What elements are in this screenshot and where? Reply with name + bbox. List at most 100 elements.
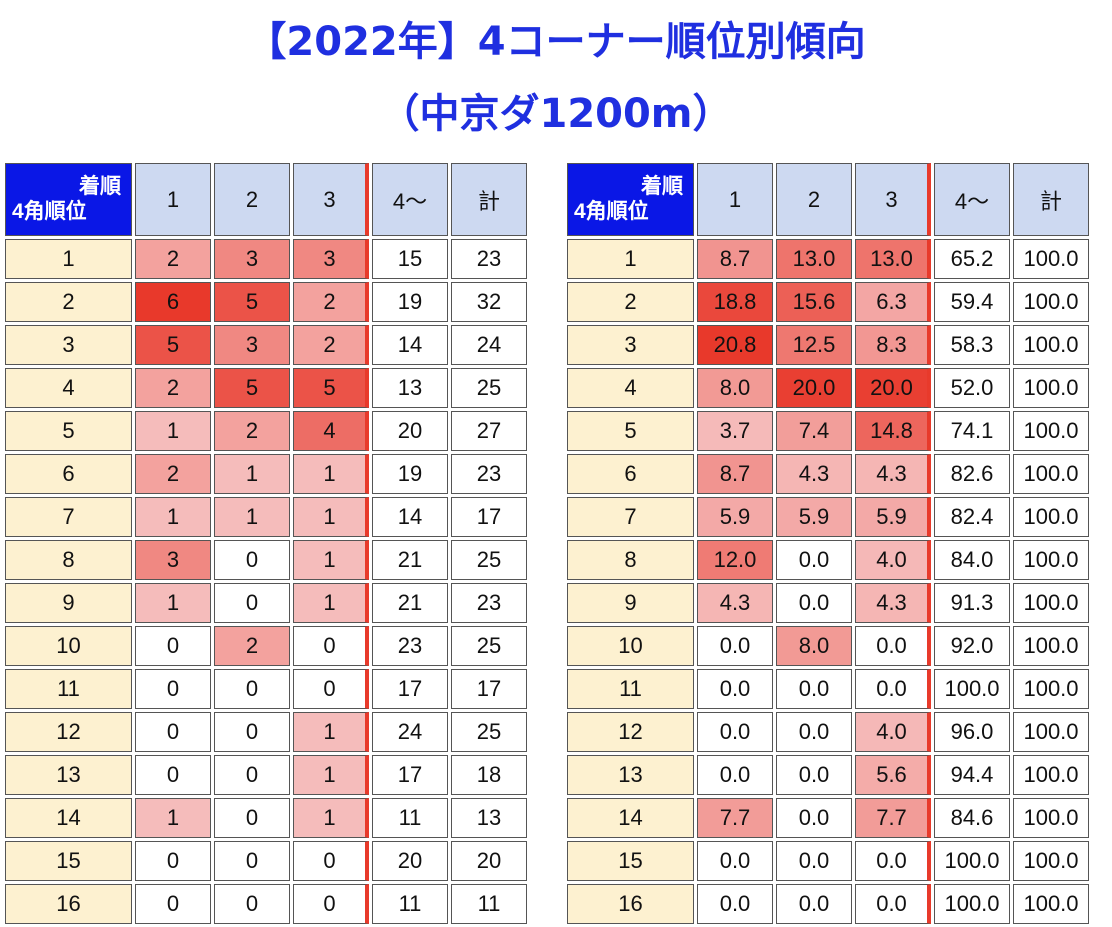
heat-cell: 0.0: [855, 669, 931, 709]
row-label: 6: [5, 454, 132, 494]
table-row: 3 5 3 2 14 24: [5, 325, 527, 365]
table-row: 5 1 2 4 20 27: [5, 411, 527, 451]
row-label: 7: [567, 497, 694, 537]
percentage-table: 着順 4角順位 1 2 3 4〜計 1 8.7 13.0 13.0 65.2 100.0 2 18.8 1…: [564, 160, 1092, 927]
table-cell: 11: [372, 798, 448, 838]
column-header: 4〜: [934, 163, 1010, 236]
heat-cell: 0.0: [697, 841, 773, 881]
heat-cell: 1: [293, 540, 369, 580]
heat-cell: 0.0: [855, 626, 931, 666]
heat-cell: 0: [214, 583, 290, 623]
table-row: 16 0 0 0 11 11: [5, 884, 527, 924]
row-label: 16: [5, 884, 132, 924]
table-cell: 13: [372, 368, 448, 408]
column-header: 3: [293, 163, 369, 236]
table-cell: 100.0: [934, 669, 1010, 709]
table-cell: 100.0: [934, 841, 1010, 881]
heat-cell: 20.8: [697, 325, 773, 365]
heat-cell: 3: [135, 540, 211, 580]
corner-header: 着順 4角順位: [5, 163, 132, 236]
table-cell: 24: [372, 712, 448, 752]
table-cell: 91.3: [934, 583, 1010, 623]
heat-cell: 4.3: [855, 454, 931, 494]
table-cell: 24: [451, 325, 527, 365]
table-cell: 100.0: [1013, 368, 1089, 408]
heat-cell: 0.0: [697, 626, 773, 666]
table-row: 1 8.7 13.0 13.0 65.2 100.0: [567, 239, 1089, 279]
heat-cell: 4.3: [855, 583, 931, 623]
table-cell: 100.0: [1013, 841, 1089, 881]
row-label: 11: [567, 669, 694, 709]
table-row: 14 7.7 0.0 7.7 84.6 100.0: [567, 798, 1089, 838]
table-cell: 100.0: [1013, 712, 1089, 752]
heat-cell: 3.7: [697, 411, 773, 451]
heat-cell: 12.5: [776, 325, 852, 365]
table-row: 15 0.0 0.0 0.0 100.0 100.0: [567, 841, 1089, 881]
heat-cell: 5: [214, 368, 290, 408]
heat-cell: 0.0: [776, 540, 852, 580]
table-cell: 59.4: [934, 282, 1010, 322]
row-label: 8: [5, 540, 132, 580]
table-cell: 84.6: [934, 798, 1010, 838]
heat-cell: 0.0: [776, 583, 852, 623]
heat-cell: 1: [293, 497, 369, 537]
row-label: 8: [567, 540, 694, 580]
corner-header-finish: 着順: [641, 175, 683, 199]
heat-cell: 5: [135, 325, 211, 365]
table-cell: 92.0: [934, 626, 1010, 666]
heat-cell: 1: [293, 583, 369, 623]
heat-cell: 0.0: [697, 669, 773, 709]
heat-cell: 2: [135, 368, 211, 408]
table-cell: 82.4: [934, 497, 1010, 537]
heat-cell: 2: [293, 282, 369, 322]
heat-cell: 12.0: [697, 540, 773, 580]
heat-cell: 1: [135, 798, 211, 838]
heat-cell: 20.0: [776, 368, 852, 408]
table-cell: 27: [451, 411, 527, 451]
table-cell: 100.0: [1013, 282, 1089, 322]
table-row: 10 0.0 8.0 0.0 92.0 100.0: [567, 626, 1089, 666]
heat-cell: 5.6: [855, 755, 931, 795]
column-header: 計: [451, 163, 527, 236]
heat-cell: 4.3: [776, 454, 852, 494]
heat-cell: 0: [135, 669, 211, 709]
table-row: 8 3 0 1 21 25: [5, 540, 527, 580]
heat-cell: 8.3: [855, 325, 931, 365]
table-row: 2 6 5 2 19 32: [5, 282, 527, 322]
row-label: 5: [5, 411, 132, 451]
heat-cell: 5: [214, 282, 290, 322]
heat-cell: 3: [293, 239, 369, 279]
row-label: 5: [567, 411, 694, 451]
row-label: 15: [5, 841, 132, 881]
heat-cell: 13.0: [776, 239, 852, 279]
corner-header-finish: 着順: [79, 175, 121, 199]
heat-cell: 0: [135, 841, 211, 881]
table-row: 9 4.3 0.0 4.3 91.3 100.0: [567, 583, 1089, 623]
table-cell: 13: [451, 798, 527, 838]
table-cell: 100.0: [1013, 497, 1089, 537]
table-cell: 25: [451, 540, 527, 580]
corner-header-position: 4角順位: [574, 199, 649, 223]
heat-cell: 2: [214, 411, 290, 451]
table-cell: 23: [451, 239, 527, 279]
row-label: 10: [5, 626, 132, 666]
heat-cell: 2: [135, 239, 211, 279]
column-header: 3: [855, 163, 931, 236]
heat-cell: 1: [135, 583, 211, 623]
heat-cell: 1: [135, 411, 211, 451]
heat-cell: 0.0: [776, 798, 852, 838]
table-row: 12 0 0 1 24 25: [5, 712, 527, 752]
heat-cell: 7.7: [697, 798, 773, 838]
row-label: 7: [5, 497, 132, 537]
table-row: 16 0.0 0.0 0.0 100.0 100.0: [567, 884, 1089, 924]
heat-cell: 20.0: [855, 368, 931, 408]
table-cell: 100.0: [1013, 239, 1089, 279]
heat-cell: 4.0: [855, 712, 931, 752]
table-cell: 100.0: [1013, 798, 1089, 838]
table-cell: 17: [372, 755, 448, 795]
heat-cell: 0.0: [776, 755, 852, 795]
heat-cell: 7.4: [776, 411, 852, 451]
table-cell: 82.6: [934, 454, 1010, 494]
row-label: 12: [5, 712, 132, 752]
table-cell: 20: [372, 411, 448, 451]
